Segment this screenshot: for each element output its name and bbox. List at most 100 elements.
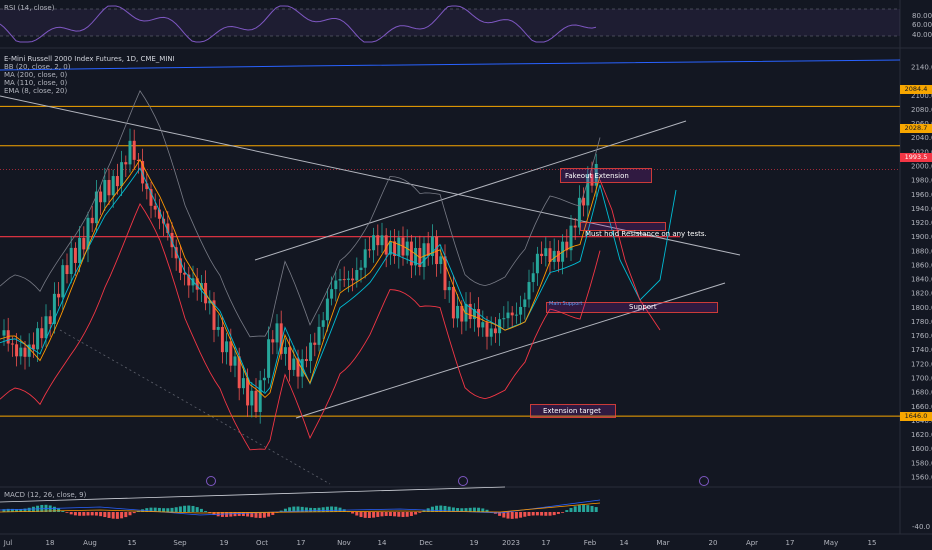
candle-body (317, 326, 321, 345)
rsi-legend: RSI (14, close) (4, 4, 55, 12)
legend-ma110[interactable]: MA (110, close, 0) (4, 79, 68, 87)
candle-body (506, 312, 510, 319)
price-tick: 1580.0 (911, 459, 932, 467)
macd-histogram-bar (61, 510, 65, 512)
fakeout-box[interactable] (560, 168, 652, 183)
candle-body (36, 328, 40, 350)
macd-histogram-bar (355, 512, 359, 516)
support-box[interactable] (546, 302, 718, 313)
time-axis-label: 20 (709, 539, 718, 547)
candle-body (250, 390, 254, 406)
price-tag-1646: 1646.0 (900, 412, 932, 421)
candle-body (304, 359, 308, 361)
time-axis-label: 14 (620, 539, 629, 547)
price-tick: 1560.0 (911, 473, 932, 481)
candle-body (31, 344, 35, 350)
macd-histogram-bar (510, 512, 514, 519)
price-tick: 2140.0 (911, 64, 932, 72)
macd-histogram-bar (65, 512, 69, 513)
macd-histogram-bar (69, 512, 73, 515)
candle-body (376, 235, 380, 246)
candle-body (502, 318, 506, 320)
candle-body (325, 298, 329, 321)
candle-body (183, 272, 187, 275)
candle-body (275, 323, 279, 343)
macd-histogram-bar (443, 505, 447, 512)
macd-histogram-bar (212, 512, 216, 516)
macd-histogram-bar (241, 512, 245, 517)
candle-body (187, 274, 191, 286)
candle-body (283, 347, 287, 354)
macd-histogram-bar (380, 512, 384, 517)
candle-body (464, 303, 468, 322)
candle-body (149, 189, 153, 206)
macd-histogram-bar (115, 512, 119, 519)
extension-target-box[interactable] (530, 404, 616, 418)
candle-body (565, 241, 569, 251)
candle-body (15, 344, 19, 357)
macd-histogram-bar (178, 506, 182, 512)
event-marker (699, 476, 709, 486)
macd-histogram-bar (405, 512, 409, 517)
macd-histogram-bar (267, 512, 271, 517)
legend-ema8[interactable]: EMA (8, close, 20) (4, 87, 68, 95)
resistance-box[interactable] (580, 222, 666, 231)
bb-upper-band (0, 89, 601, 338)
legend-ma200[interactable]: MA (200, close, 0) (4, 71, 68, 79)
price-tick: 1660.0 (911, 403, 932, 411)
price-tick: 1760.0 (911, 332, 932, 340)
macd-histogram-bar (561, 512, 565, 513)
candle-body (279, 323, 283, 354)
macd-histogram-bar (78, 512, 82, 516)
last-price-tag: 1993.5 (900, 153, 932, 162)
candle-body (208, 300, 212, 304)
macd-histogram-bar (590, 505, 594, 512)
macd-histogram-bar (565, 510, 569, 512)
macd-histogram-bar (283, 508, 287, 512)
candle-body (23, 347, 27, 357)
macd-histogram-bar (288, 507, 292, 512)
macd-histogram-bar (376, 512, 380, 517)
candle-body (216, 326, 220, 330)
macd-histogram-bar (468, 507, 472, 512)
macd-histogram-bar (309, 507, 313, 512)
macd-histogram-bar (258, 512, 262, 519)
symbol-title[interactable]: E-Mini Russell 2000 Index Futures, 1D, C… (4, 55, 175, 63)
time-axis-label: May (824, 539, 838, 547)
macd-histogram-bar (199, 508, 203, 512)
candle-body (145, 183, 149, 190)
candle-body (447, 286, 451, 291)
time-axis-label: 17 (786, 539, 795, 547)
candle-body (153, 205, 157, 210)
candle-body (426, 243, 430, 256)
candle-body (115, 176, 119, 187)
time-axis-label: 2023 (502, 539, 520, 547)
candle-body (212, 300, 216, 330)
candle-body (90, 217, 94, 224)
legend-bb[interactable]: BB (20, close, 2, 0) (4, 63, 71, 71)
rsi-band (0, 9, 900, 36)
macd-histogram-bar (250, 512, 254, 518)
candle-body (577, 197, 581, 228)
time-axis-label: Nov (337, 539, 351, 547)
macd-histogram-bar (544, 512, 548, 516)
candle-body (489, 328, 493, 337)
candle-body (514, 314, 518, 316)
macd-histogram-bar (388, 512, 392, 516)
candle-body (439, 256, 443, 265)
macd-histogram-bar (229, 512, 233, 517)
time-axis-label: 17 (297, 539, 306, 547)
macd-histogram-bar (124, 512, 128, 518)
candle-body (359, 267, 363, 271)
candle-body (124, 162, 128, 165)
candle-body (94, 191, 98, 224)
macd-histogram-bar (23, 508, 27, 512)
time-axis-label: Dec (419, 539, 433, 547)
macd-histogram-bar (99, 512, 103, 517)
macd-histogram-bar (73, 512, 77, 516)
candle-body (258, 380, 262, 412)
macd-histogram-bar (456, 508, 460, 512)
macd-histogram-bar (447, 506, 451, 512)
macd-histogram-bar (363, 512, 367, 518)
